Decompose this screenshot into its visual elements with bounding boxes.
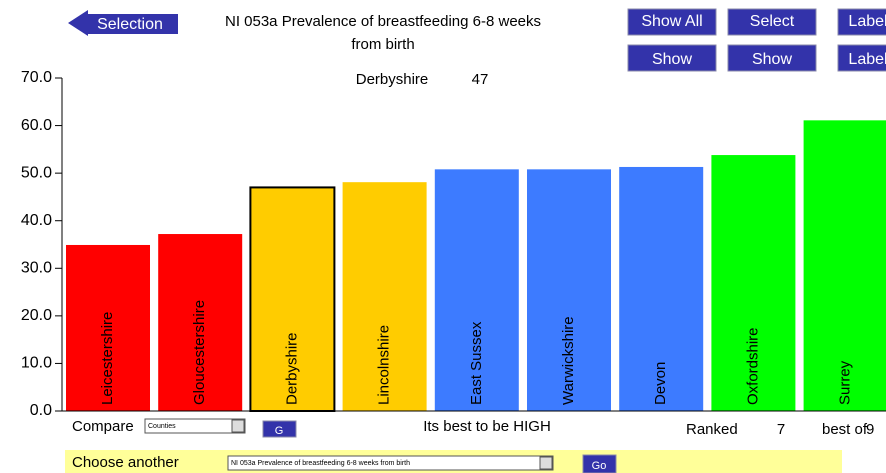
choose-select-text[interactable]: NI 053a Prevalence of breastfeeding 6-8 … (231, 460, 410, 467)
back-label[interactable]: Selection (97, 16, 163, 33)
button[interactable] (727, 44, 817, 72)
choose-select[interactable] (227, 455, 554, 471)
bar (249, 186, 336, 412)
bar (527, 169, 611, 411)
y-tick-label: 50.0 (21, 164, 52, 181)
selected-name: Derbyshire (356, 71, 429, 88)
button-label[interactable]: Show All (641, 13, 702, 30)
best-of-count: 9 (866, 421, 874, 438)
choose-label: Choose another (72, 454, 179, 471)
y-tick-label: 40.0 (21, 212, 52, 229)
button[interactable] (582, 454, 617, 473)
button-label[interactable]: Select (750, 13, 795, 30)
button-label[interactable]: Label (848, 51, 886, 68)
button-label[interactable]: Go (592, 460, 607, 472)
button[interactable] (627, 8, 717, 36)
category-label: Oxfordshire (744, 327, 761, 405)
bar (434, 169, 519, 411)
category-label: Surrey (837, 360, 854, 405)
back-arrow[interactable] (68, 10, 178, 36)
compare-select[interactable] (144, 418, 246, 434)
category-label: Lincolnshire (376, 325, 393, 405)
y-tick-label: 70.0 (21, 69, 52, 86)
button[interactable] (627, 44, 717, 72)
category-label: Leicestershire (99, 312, 116, 405)
y-tick-label: 30.0 (21, 260, 52, 277)
select-arrow[interactable] (231, 419, 245, 433)
category-label: East Sussex (468, 321, 485, 405)
compare-label: Compare (72, 418, 134, 435)
bar (619, 166, 704, 411)
title: NI 053a Prevalence of breastfeeding 6-8 … (225, 13, 541, 30)
selected-value: 47 (472, 71, 489, 88)
y-tick-label: 0.0 (30, 402, 52, 419)
button-label[interactable]: Label (848, 13, 886, 30)
button-label[interactable]: G (275, 425, 284, 437)
button[interactable] (837, 8, 886, 36)
ranked-value: 7 (777, 421, 785, 438)
button[interactable] (262, 420, 297, 438)
category-label: Devon (652, 362, 669, 405)
category-label: Warwickshire (560, 316, 577, 405)
y-tick-label: 20.0 (21, 307, 52, 324)
category-label: Derbyshire (283, 332, 300, 405)
y-tick-label: 60.0 (21, 117, 52, 134)
select-arrow[interactable] (539, 456, 553, 470)
compare-select-text[interactable]: Counties (148, 423, 176, 430)
bar (803, 120, 886, 412)
plot: Leicestershire Gloucestershire Derbyshire L… (21, 69, 886, 419)
button-label[interactable]: Show (752, 51, 792, 68)
hint: Its best to be HIGH (423, 418, 551, 435)
button[interactable] (727, 8, 817, 36)
bar (66, 244, 150, 411)
y-tick-label: 10.0 (21, 355, 52, 372)
title: from birth (351, 36, 414, 53)
back-button[interactable]: Selection (68, 10, 178, 36)
button-label[interactable]: Show (652, 51, 692, 68)
best-of: best of (822, 421, 868, 438)
bar (342, 182, 427, 411)
category-label: Gloucestershire (191, 300, 208, 405)
bar (158, 234, 243, 411)
ranked-label: Ranked (686, 421, 738, 438)
bar (711, 155, 796, 411)
button[interactable] (837, 44, 886, 72)
